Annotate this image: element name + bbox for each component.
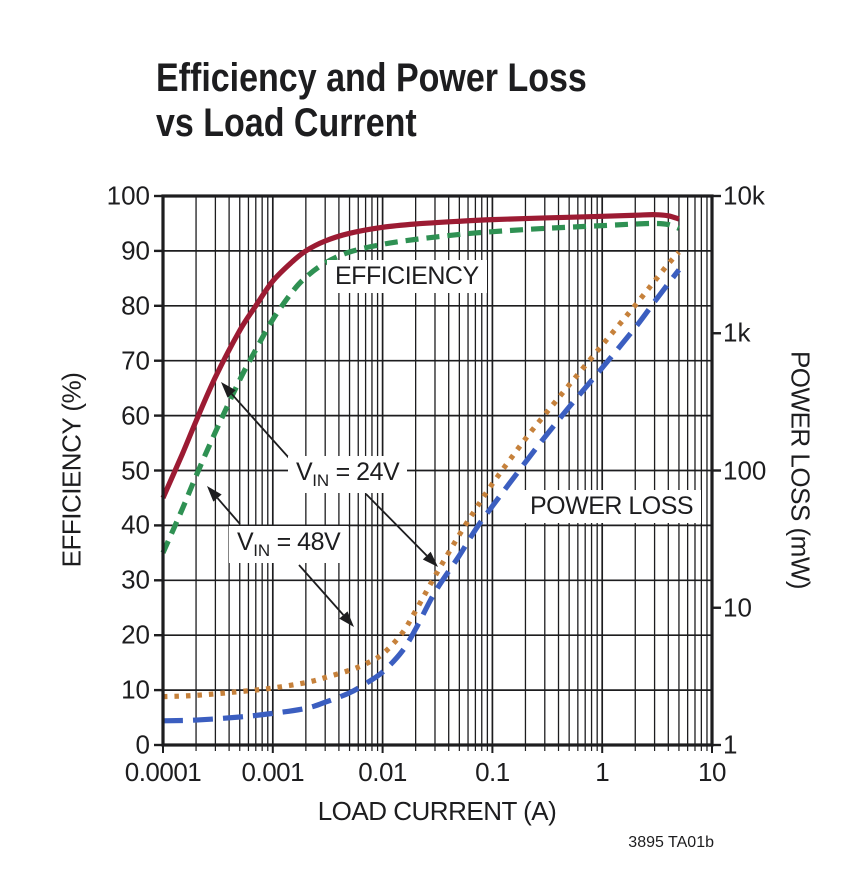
power-loss-curves-label: POWER LOSS	[522, 490, 702, 523]
figure-reference: 3895 TA01b	[628, 834, 714, 851]
x-tick-label: 0.001	[241, 757, 305, 787]
x-tick-label: 1	[595, 757, 610, 787]
vin-24v-value: = 24V	[329, 458, 400, 486]
left-tick-label: 10	[121, 674, 150, 705]
left-tick-label: 40	[121, 509, 150, 540]
title-line-2: vs Load Current	[156, 101, 417, 145]
right-tick-label: 10k	[723, 180, 765, 211]
right-tick-label: 100	[723, 455, 767, 485]
curve-power-loss-vin-48v	[162, 250, 681, 700]
vin-48v-label: VIN = 48V	[229, 526, 349, 563]
left-tick-label: 20	[121, 619, 150, 650]
vin-48v-symbol: V	[237, 528, 254, 556]
x-tick-label: 0.01	[358, 757, 407, 787]
axes-frame	[154, 194, 721, 753]
efficiency-curves-label: EFFICIENCY	[327, 260, 487, 293]
vin-24v-subscript: IN	[312, 471, 330, 490]
vin-48v-value: = 48V	[270, 528, 341, 556]
vin-24v-symbol: V	[296, 458, 313, 486]
x-tick-label: 10	[698, 757, 726, 787]
curve-efficiency-vin-24v	[160, 212, 680, 499]
left-axis-title: EFFICIENCY (%)	[56, 372, 87, 568]
left-tick-label: 60	[121, 400, 150, 431]
x-tick-label: 0.0001	[124, 757, 202, 787]
left-tick-label: 90	[121, 235, 150, 266]
left-tick-label: 80	[121, 290, 150, 321]
curve-power-loss-vin-24v	[162, 268, 682, 724]
left-tick-label: 0	[135, 729, 150, 760]
right-axis-title: POWER LOSS (mW)	[785, 350, 816, 590]
right-tick-label: 1	[723, 729, 738, 760]
left-tick-label: 100	[106, 180, 150, 211]
data-curves	[160, 212, 682, 724]
left-tick-label: 30	[121, 564, 150, 595]
left-tick-label: 50	[121, 455, 150, 485]
x-axis-title: LOAD CURRENT (A)	[317, 796, 557, 826]
title-line-1: Efficiency and Power Loss	[156, 56, 587, 100]
curve-efficiency-vin-48v	[160, 220, 680, 554]
callout-arrows	[207, 382, 438, 627]
vin-24v-label: VIN = 24V	[288, 456, 408, 493]
right-tick-label: 10	[723, 592, 752, 623]
x-tick-label: 0.1	[475, 757, 510, 787]
left-tick-label: 70	[121, 345, 150, 376]
page-title: Efficiency and Power Loss vs Load Curren…	[156, 56, 587, 146]
right-tick-label: 1k	[723, 317, 751, 348]
vin-48v-subscript: IN	[253, 541, 271, 560]
